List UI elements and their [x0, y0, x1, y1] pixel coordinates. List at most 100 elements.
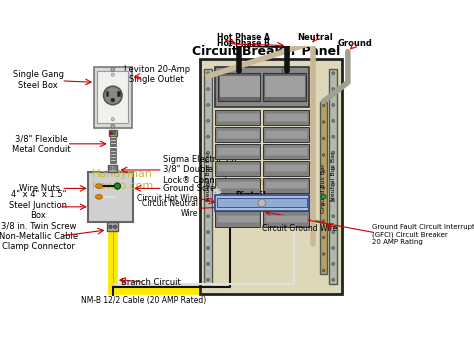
Circle shape [322, 203, 325, 206]
Text: Pigtail: Pigtail [235, 191, 266, 200]
Circle shape [114, 167, 117, 170]
Text: Branch Circuit: Branch Circuit [121, 277, 181, 287]
Bar [93, 67, 132, 129]
Circle shape [207, 262, 210, 265]
Circle shape [207, 135, 210, 138]
Circle shape [322, 104, 325, 107]
Circle shape [111, 98, 115, 102]
Bar [217, 113, 259, 121]
Bar [264, 211, 309, 227]
Circle shape [258, 199, 265, 207]
Text: 3/8" Flexible
Metal Conduit: 3/8" Flexible Metal Conduit [12, 134, 71, 154]
Bar [217, 198, 307, 207]
Text: Circuit Neutral
Wire: Circuit Neutral Wire [142, 199, 198, 218]
Bar [108, 165, 118, 172]
Circle shape [207, 151, 210, 154]
Circle shape [332, 88, 335, 90]
Text: Ground Screw: Ground Screw [163, 184, 222, 193]
Circle shape [332, 104, 335, 106]
Bar [217, 164, 259, 171]
Circle shape [104, 86, 122, 105]
Circle shape [332, 183, 335, 186]
Bar [264, 73, 306, 101]
Bar [264, 161, 309, 176]
Circle shape [332, 231, 335, 234]
Bar [264, 177, 309, 193]
Bar [215, 127, 260, 142]
Bar [217, 181, 259, 188]
Bar [217, 198, 259, 205]
Bar [329, 69, 337, 284]
Circle shape [113, 132, 116, 135]
Text: Ground: Ground [338, 39, 373, 49]
Text: Handyman
howto.com: Handyman howto.com [244, 177, 297, 199]
Text: Ground Bus Bar: Ground Bus Bar [321, 163, 326, 213]
Circle shape [111, 118, 114, 121]
Bar [215, 110, 260, 125]
Bar [118, 91, 120, 96]
Circle shape [322, 137, 325, 140]
Bar [110, 136, 116, 138]
Circle shape [332, 135, 335, 138]
Circle shape [322, 170, 325, 173]
Bar [264, 127, 309, 142]
Text: Leviton 20-Amp
Single Outlet: Leviton 20-Amp Single Outlet [124, 65, 190, 84]
Bar [204, 69, 212, 284]
Bar [110, 162, 116, 164]
Circle shape [332, 167, 335, 170]
Circle shape [332, 246, 335, 250]
Bar [218, 73, 260, 101]
Circle shape [207, 215, 210, 218]
Bar [110, 148, 116, 149]
Bar [110, 145, 116, 147]
Text: Circuit Breaker Panel: Circuit Breaker Panel [192, 45, 340, 58]
Bar [215, 211, 260, 227]
Text: Ground Fault Circuit Interrupt
(GFCI) Circuit Breaker
20 AMP Rating: Ground Fault Circuit Interrupt (GFCI) Ci… [373, 224, 474, 245]
Bar [264, 144, 309, 159]
Bar [88, 172, 133, 222]
Circle shape [282, 69, 287, 73]
Circle shape [113, 225, 117, 228]
Circle shape [237, 69, 241, 73]
Circle shape [322, 154, 325, 156]
Text: Single Gang
Steel Box: Single Gang Steel Box [13, 70, 64, 90]
Text: Neutral Bus Bar: Neutral Bus Bar [206, 152, 210, 201]
Bar [265, 76, 304, 96]
Text: 4" x 4" x 1.5"
Steel Junction
Box: 4" x 4" x 1.5" Steel Junction Box [9, 190, 67, 220]
Bar [265, 164, 307, 171]
Bar [320, 102, 327, 274]
Text: Circuit Hot Wire: Circuit Hot Wire [137, 194, 198, 203]
Bar [110, 142, 116, 143]
Bar [215, 67, 310, 107]
Circle shape [332, 151, 335, 154]
Circle shape [207, 199, 210, 202]
Text: Hot Phase A: Hot Phase A [217, 33, 269, 42]
Bar [108, 222, 118, 232]
Circle shape [207, 246, 210, 250]
Circle shape [321, 194, 326, 199]
Circle shape [111, 73, 114, 76]
Ellipse shape [96, 184, 102, 188]
Circle shape [322, 187, 325, 189]
Circle shape [332, 262, 335, 265]
Bar [109, 130, 117, 136]
Bar [265, 181, 307, 188]
Circle shape [207, 72, 210, 74]
Bar [219, 76, 259, 96]
Circle shape [111, 67, 115, 71]
Bar [110, 156, 116, 158]
Bar [200, 59, 342, 294]
Circle shape [332, 278, 335, 281]
Ellipse shape [96, 194, 102, 199]
Circle shape [207, 104, 210, 106]
Bar [217, 130, 259, 138]
Circle shape [207, 88, 210, 90]
Circle shape [332, 72, 335, 74]
Circle shape [110, 132, 113, 135]
Text: Handyman
howto.com: Handyman howto.com [92, 169, 154, 191]
Circle shape [207, 231, 210, 234]
Circle shape [322, 236, 325, 239]
Circle shape [332, 215, 335, 218]
Bar [265, 198, 307, 205]
Bar [110, 150, 116, 152]
